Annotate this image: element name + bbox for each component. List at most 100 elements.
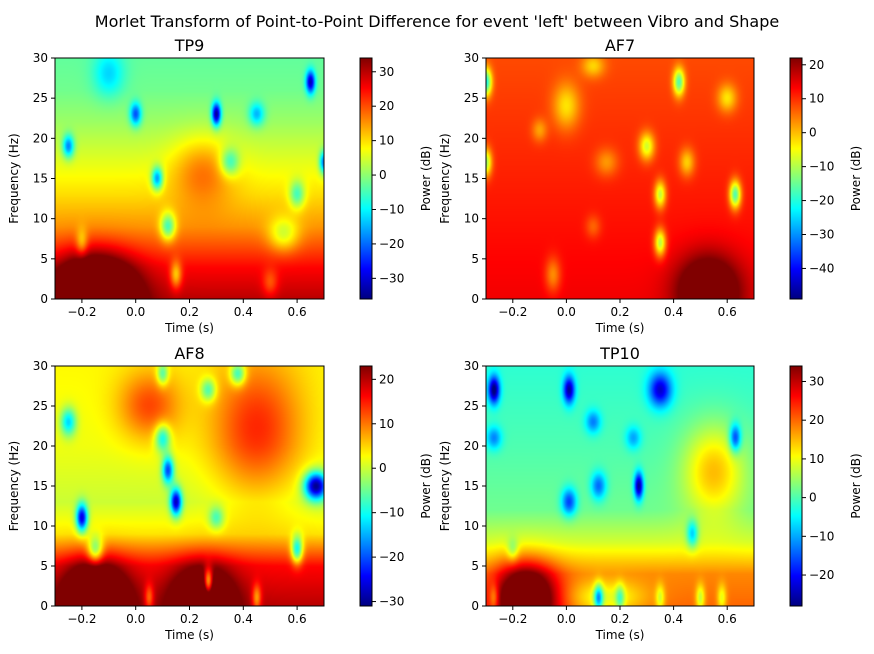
- colorbar-tick-label: 30: [379, 65, 394, 79]
- colorbar-frame: [359, 57, 373, 300]
- panel-title: TP10: [599, 344, 640, 363]
- y-tick-label: 20: [464, 131, 479, 145]
- y-tick-label: 25: [33, 91, 48, 105]
- x-tick-label: −0.2: [498, 305, 527, 319]
- colorbar-tick-label: −20: [379, 550, 404, 564]
- colorbar-gradient: [790, 58, 802, 299]
- y-tick-label: 30: [33, 51, 48, 65]
- panel-title: AF7: [605, 36, 635, 55]
- colorbar-frame: [789, 57, 803, 300]
- heatmap-image: [55, 58, 324, 299]
- colorbar-tick-label: 0: [379, 461, 387, 475]
- x-axis-label: Time (s): [164, 321, 214, 335]
- x-tick-label: 0.0: [557, 612, 576, 626]
- colorbar-label: Power (dB): [419, 146, 433, 211]
- y-tick-label: 20: [464, 439, 479, 453]
- colorbar-frame: [789, 365, 803, 607]
- x-tick-label: −0.2: [67, 612, 96, 626]
- heatmap-image: [486, 58, 754, 299]
- colorbar-tick-label: 10: [379, 417, 394, 431]
- y-tick-label: 25: [464, 91, 479, 105]
- x-tick-label: 0.4: [664, 305, 683, 319]
- x-tick-label: −0.2: [498, 612, 527, 626]
- y-tick-label: 5: [471, 559, 479, 573]
- x-tick-label: 0.2: [610, 612, 629, 626]
- colorbar-tick-label: −10: [379, 202, 404, 216]
- x-tick-label: 0.4: [234, 612, 253, 626]
- y-tick-label: 0: [471, 599, 479, 613]
- heatmap-image: [486, 366, 754, 606]
- y-tick-label: 5: [40, 559, 48, 573]
- y-tick-label: 5: [40, 252, 48, 266]
- x-tick-label: 0.6: [718, 305, 737, 319]
- colorbar-label: Power (dB): [849, 146, 863, 211]
- y-tick-label: 10: [33, 212, 48, 226]
- y-tick-label: 30: [33, 359, 48, 373]
- colorbar-tick-label: −30: [379, 271, 404, 285]
- y-tick-label: 30: [464, 359, 479, 373]
- x-tick-label: 0.4: [664, 612, 683, 626]
- y-tick-label: 25: [33, 399, 48, 413]
- y-tick-label: 30: [464, 51, 479, 65]
- colorbar-tick-label: 10: [809, 92, 824, 106]
- y-tick-label: 15: [33, 479, 48, 493]
- y-tick-label: 10: [464, 519, 479, 533]
- colorbar-tick-label: −30: [809, 228, 834, 242]
- colorbar-tick-label: 30: [809, 374, 824, 388]
- y-tick-label: 10: [33, 519, 48, 533]
- colorbar-tick-label: 0: [809, 491, 817, 505]
- panel-af7: AF7 −0.2 0.0 0.2 0.4 0.6 0 5 10 15 20 25 30 Time (s) F…: [438, 36, 863, 335]
- x-axis-label: Time (s): [164, 628, 214, 642]
- heatmap-image: [55, 366, 324, 606]
- x-tick-label: 0.0: [557, 305, 576, 319]
- colorbar-tick-label: −20: [809, 194, 834, 208]
- colorbar-tick-label: 20: [379, 372, 394, 386]
- y-tick-label: 0: [40, 292, 48, 306]
- y-tick-label: 10: [464, 212, 479, 226]
- y-tick-label: 15: [464, 479, 479, 493]
- x-axis-label: Time (s): [595, 628, 645, 642]
- panel-tp9: TP9 −0.2 0.0 0.2 0.4 0.6 0 5 10 15 20 25 30 Time (s) F…: [7, 36, 433, 335]
- y-tick-label: 25: [464, 399, 479, 413]
- colorbar-tick-label: −10: [809, 160, 834, 174]
- y-tick-label: 15: [33, 172, 48, 186]
- panel-tp10: TP10 −0.2 0.0 0.2 0.4 0.6 0 5 10 15 20 25 30 Time (s)…: [438, 344, 863, 642]
- x-tick-label: 0.2: [180, 305, 199, 319]
- colorbar-gradient: [790, 366, 802, 606]
- y-axis-label: Frequency (Hz): [7, 441, 21, 532]
- x-tick-label: 0.6: [288, 612, 307, 626]
- y-axis-label: Frequency (Hz): [438, 133, 452, 224]
- panel-title: TP9: [174, 36, 205, 55]
- colorbar-tick-label: −10: [379, 506, 404, 520]
- colorbar-tick-label: 0: [809, 126, 817, 140]
- panel-title: AF8: [174, 344, 204, 363]
- colorbar-gradient: [360, 366, 372, 606]
- colorbar-tick-label: 0: [379, 168, 387, 182]
- y-tick-label: 15: [464, 172, 479, 186]
- colorbar-frame: [359, 365, 373, 607]
- colorbar-label: Power (dB): [849, 453, 863, 518]
- y-tick-label: 20: [33, 131, 48, 145]
- colorbar-tick-label: −20: [809, 568, 834, 582]
- colorbar-tick-label: −20: [379, 237, 404, 251]
- x-axis-label: Time (s): [595, 321, 645, 335]
- colorbar-tick-label: −40: [809, 261, 834, 275]
- colorbar-tick-label: −10: [809, 529, 834, 543]
- figure-suptitle: Morlet Transform of Point-to-Point Diffe…: [95, 12, 779, 31]
- panels: TP9 −0.2 0.0 0.2 0.4 0.6 0 5 10 15 20 25 30 Time (s) F…: [7, 36, 863, 642]
- x-tick-label: 0.0: [126, 612, 145, 626]
- y-tick-label: 0: [471, 292, 479, 306]
- x-tick-label: 0.2: [610, 305, 629, 319]
- colorbar-tick-label: −30: [379, 595, 404, 609]
- colorbar-tick-label: 20: [379, 99, 394, 113]
- x-tick-label: −0.2: [67, 305, 96, 319]
- x-tick-label: 0.6: [718, 612, 737, 626]
- y-axis-label: Frequency (Hz): [7, 133, 21, 224]
- y-tick-label: 5: [471, 252, 479, 266]
- y-tick-label: 0: [40, 599, 48, 613]
- x-tick-label: 0.4: [234, 305, 253, 319]
- colorbar-tick-label: 20: [809, 413, 824, 427]
- colorbar-tick-label: 10: [379, 134, 394, 148]
- x-tick-label: 0.6: [288, 305, 307, 319]
